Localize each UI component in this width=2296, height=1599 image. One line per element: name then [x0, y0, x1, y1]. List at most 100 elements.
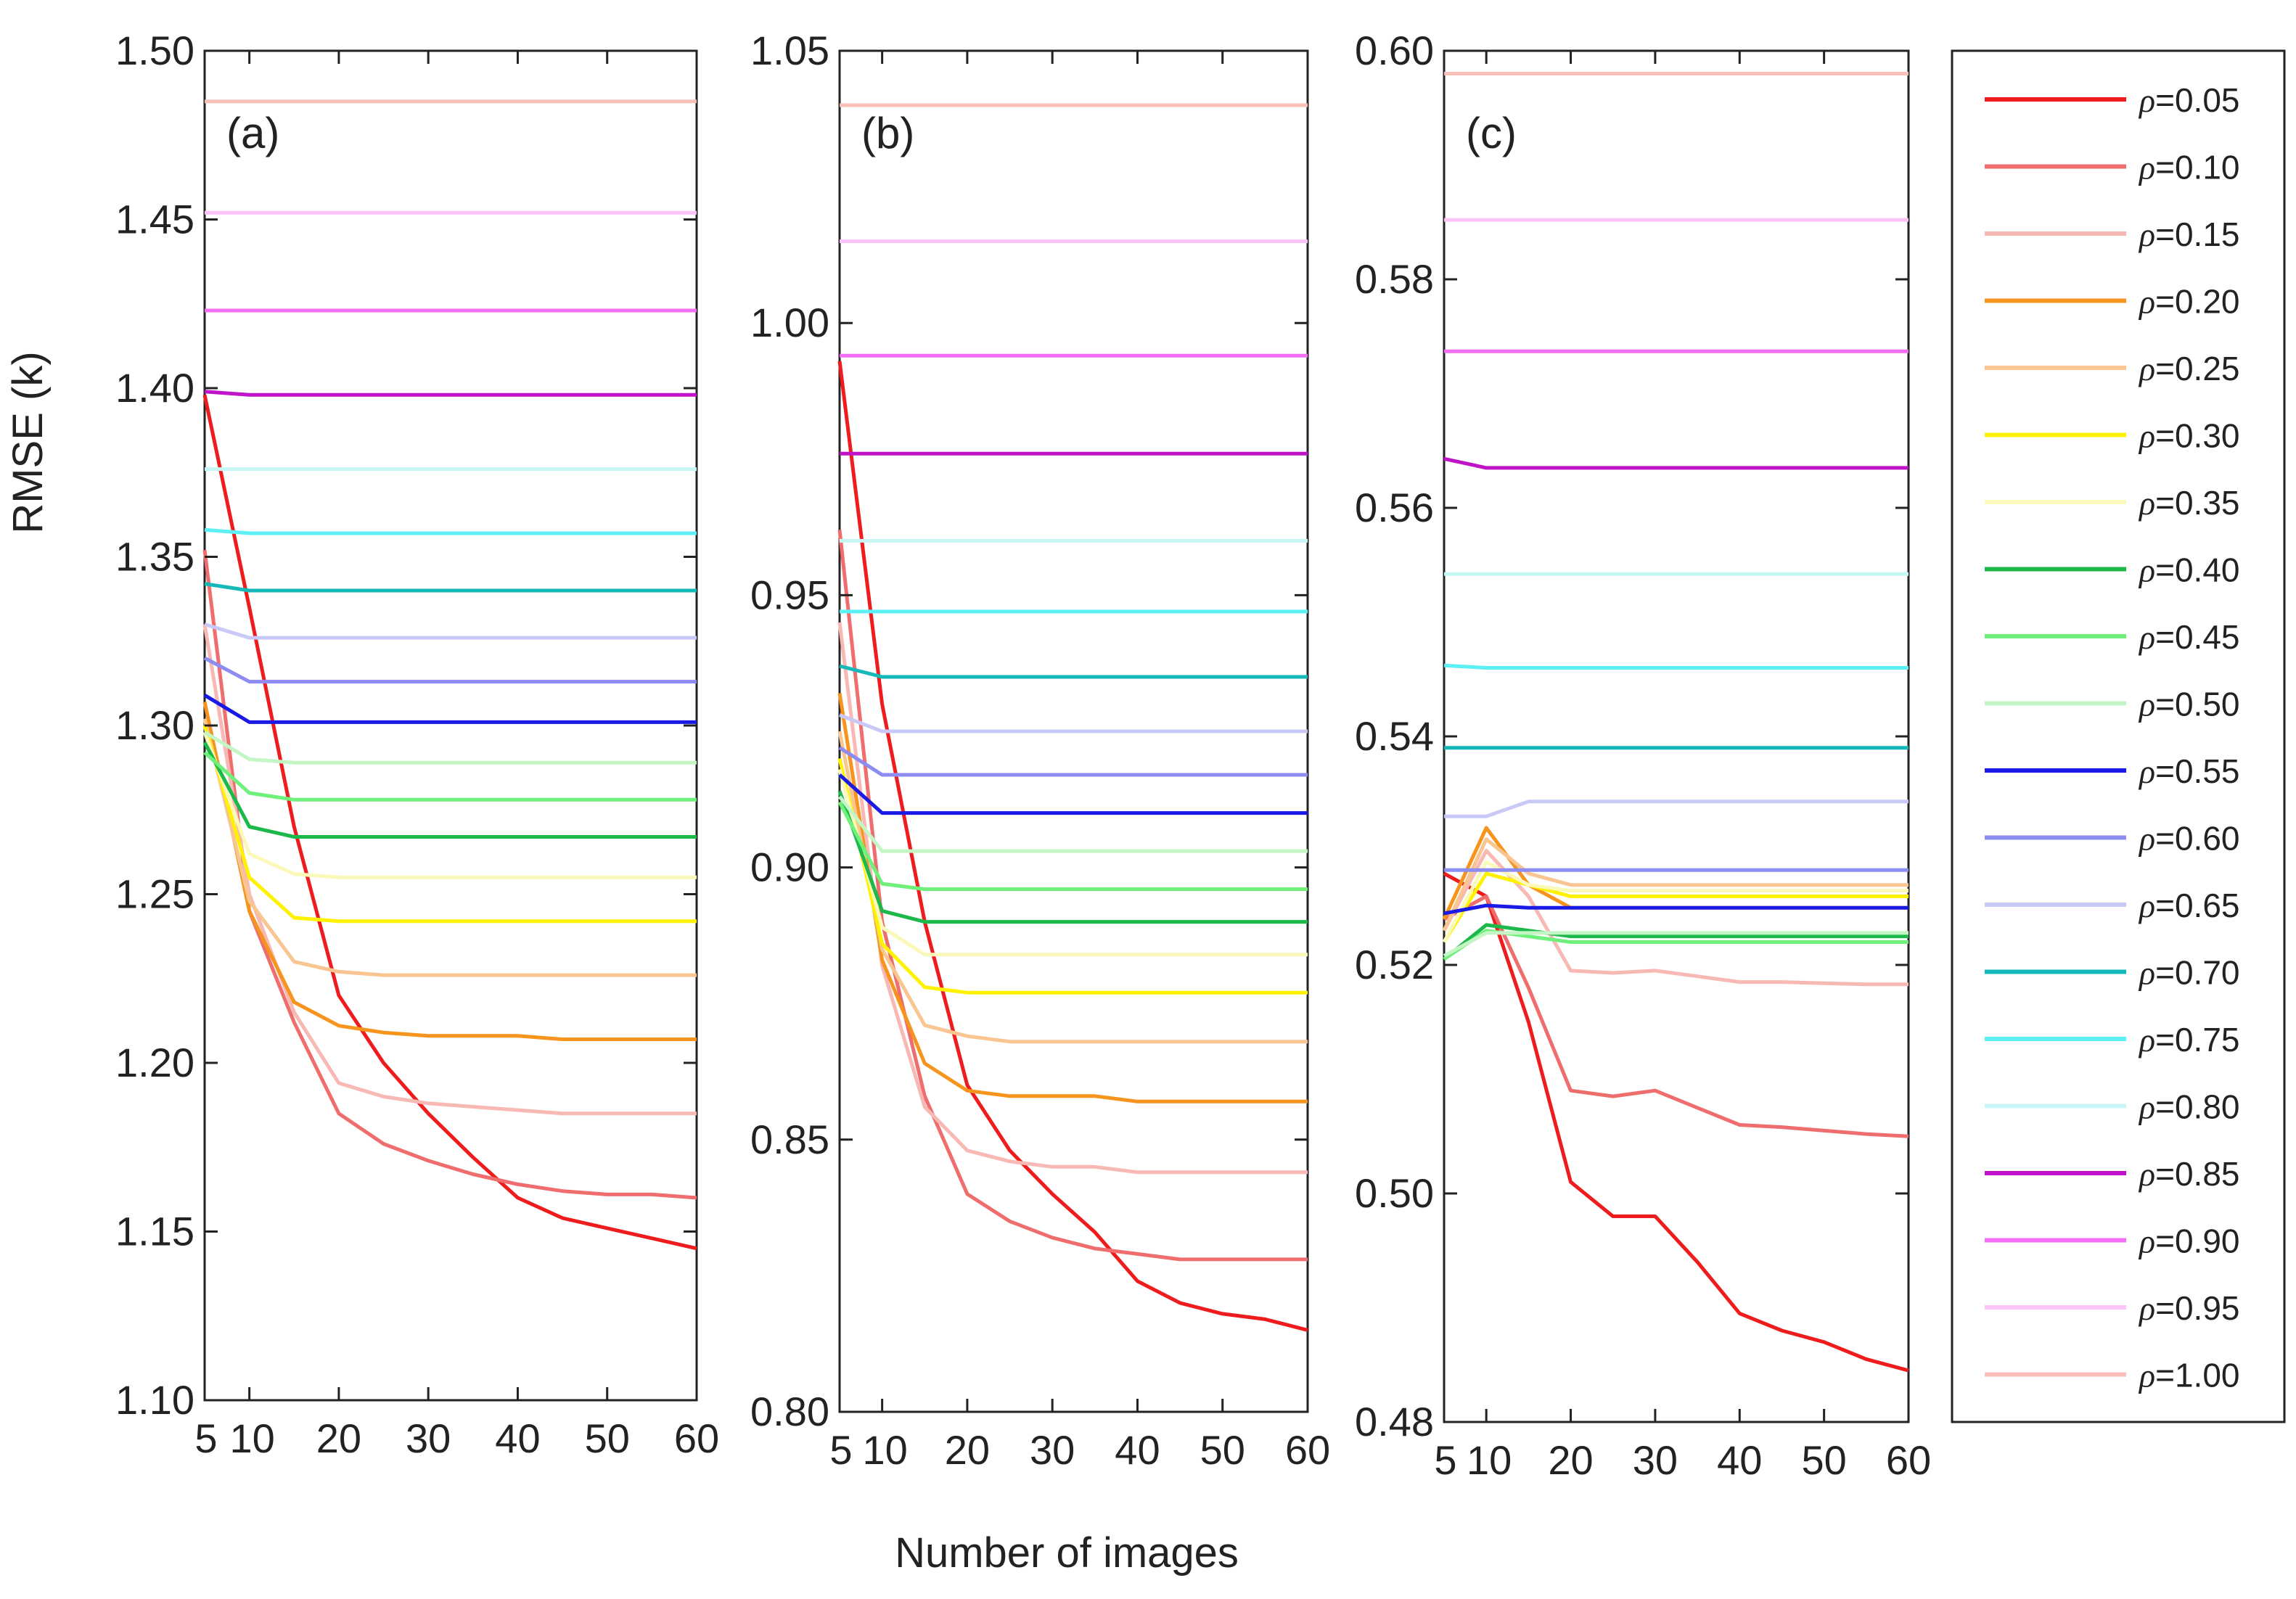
legend-symbol: ρ [2138, 955, 2155, 992]
y-tick-label: 0.54 [1355, 713, 1434, 759]
series-line-0-20 [202, 701, 697, 1041]
legend-symbol: ρ [2138, 887, 2155, 924]
series-line-0-50 [1443, 931, 1908, 958]
series-line-0-10 [202, 549, 697, 1200]
legend-value: =0.80 [2155, 1088, 2239, 1126]
x-tick-label: 50 [585, 1415, 630, 1461]
series-line-0-40 [837, 790, 1308, 924]
legend-value: =0.30 [2155, 417, 2239, 455]
x-tick-label: 30 [1633, 1437, 1678, 1483]
series-line-0-75 [204, 527, 697, 535]
y-tick-label: 0.48 [1355, 1399, 1434, 1444]
legend-value: =0.45 [2155, 618, 2239, 656]
y-tick-label: 1.10 [115, 1377, 194, 1423]
series-line-0-30 [202, 725, 697, 924]
series-line-0-65 [1444, 800, 1908, 818]
y-tick-label: 0.56 [1355, 485, 1434, 530]
series-line-0-05 [837, 361, 1308, 1332]
y-tick-label: 0.80 [750, 1389, 829, 1434]
series-line-0-05 [1443, 871, 1909, 1373]
x-tick-label: 10 [862, 1427, 907, 1473]
legend-symbol: ρ [2138, 619, 2155, 656]
legend-value: =0.85 [2155, 1155, 2239, 1193]
series-line-0-85 [204, 390, 697, 397]
legend-value: =0.90 [2155, 1222, 2239, 1260]
legend-symbol: ρ [2138, 1290, 2155, 1327]
legend-symbol: ρ [2138, 686, 2155, 723]
panel-label: (b) [861, 109, 914, 157]
legend-value: =0.75 [2155, 1021, 2239, 1059]
series-line-0-30 [837, 757, 1308, 995]
x-tick-label: 5 [194, 1415, 217, 1461]
legend-symbol: ρ [2138, 216, 2155, 253]
legend-value: =0.05 [2155, 81, 2239, 119]
legend-symbol: ρ [2138, 1089, 2155, 1126]
series-line-0-15 [1442, 849, 1908, 987]
chart-panel-1: 1.10 1.15 1.20 1.25 1.30 1.35 1.40 1.45 1.50 5 10 2… [115, 28, 719, 1461]
series-line-0-65 [204, 622, 697, 640]
legend-value: =1.00 [2155, 1357, 2239, 1394]
legend-value: =0.25 [2155, 350, 2239, 387]
legend-symbol: ρ [2138, 1223, 2155, 1260]
series-line-0-05 [202, 394, 697, 1251]
y-tick-label: 1.15 [115, 1209, 194, 1254]
series-line-0-15 [202, 624, 697, 1116]
series-line-0-60 [203, 656, 697, 684]
legend-label-0-50: ρ=0.50 [2138, 686, 2240, 723]
y-tick-label: 0.85 [750, 1117, 829, 1162]
x-tick-label: 60 [674, 1415, 719, 1461]
legend-value: =0.95 [2155, 1289, 2239, 1327]
legend-value: =0.10 [2155, 149, 2239, 186]
series-line-0-40 [1443, 923, 1908, 961]
x-tick-label: 20 [945, 1427, 990, 1473]
y-tick-label: 0.60 [1355, 28, 1434, 73]
series-line-0-35 [1442, 860, 1908, 943]
x-tick-label: 5 [829, 1427, 852, 1473]
x-tick-label: 60 [1285, 1427, 1330, 1473]
legend-symbol: ρ [2138, 821, 2155, 858]
x-tick-label: 30 [406, 1415, 451, 1461]
series-line-0-40 [202, 741, 697, 839]
series-line-0-55 [1443, 903, 1908, 916]
legend-value: =0.60 [2155, 820, 2239, 858]
legend-label-0-20: ρ=0.20 [2138, 283, 2240, 321]
series-line-0-25 [1442, 837, 1908, 932]
legend-label-0-80: ρ=0.80 [2138, 1088, 2240, 1126]
series-line-0-45 [1443, 929, 1908, 961]
x-tick-label: 10 [1467, 1437, 1512, 1483]
y-axis-title: RMSE (k) [4, 351, 52, 533]
series-line-0-70 [839, 664, 1308, 679]
x-tick-label: 50 [1801, 1437, 1846, 1483]
series-line-0-35 [202, 731, 697, 879]
series-line-0-10 [837, 530, 1308, 1262]
legend-symbol: ρ [2138, 82, 2155, 119]
y-tick-label: 0.90 [750, 844, 829, 890]
y-tick-label: 1.05 [750, 28, 829, 73]
series-line-0-45 [837, 801, 1308, 892]
y-tick-label: 0.52 [1355, 942, 1434, 987]
legend-symbol: ρ [2138, 149, 2155, 186]
legend-label-0-15: ρ=0.15 [2138, 215, 2240, 253]
legend-value: =0.65 [2155, 887, 2239, 924]
legend-symbol: ρ [2138, 1357, 2155, 1394]
legend-label-0-70: ρ=0.70 [2138, 954, 2240, 992]
legend: ρ=0.05ρ=0.10ρ=0.15ρ=0.20ρ=0.25ρ=0.30ρ=0.… [1951, 49, 2286, 1423]
legend-symbol: ρ [2138, 284, 2155, 321]
legend-box [1951, 49, 2286, 1423]
legend-label-0-85: ρ=0.85 [2138, 1155, 2240, 1193]
series-line-0-65 [839, 713, 1308, 733]
series-line-0-55 [838, 773, 1308, 815]
series-line-0-60 [838, 746, 1308, 777]
panel-label: (a) [226, 109, 279, 157]
legend-value: =0.50 [2155, 686, 2239, 723]
legend-value: =0.40 [2155, 551, 2239, 589]
legend-label-0-60: ρ=0.60 [2138, 820, 2240, 858]
series-line-0-50 [203, 731, 697, 765]
legend-label-0-10: ρ=0.10 [2138, 149, 2240, 186]
series-line-0-75 [1443, 663, 1908, 670]
legend-label-0-40: ρ=0.40 [2138, 551, 2240, 589]
y-tick-label: 0.50 [1355, 1170, 1434, 1216]
series-line-0-55 [203, 694, 697, 724]
legend-label-0-90: ρ=0.90 [2138, 1222, 2240, 1260]
